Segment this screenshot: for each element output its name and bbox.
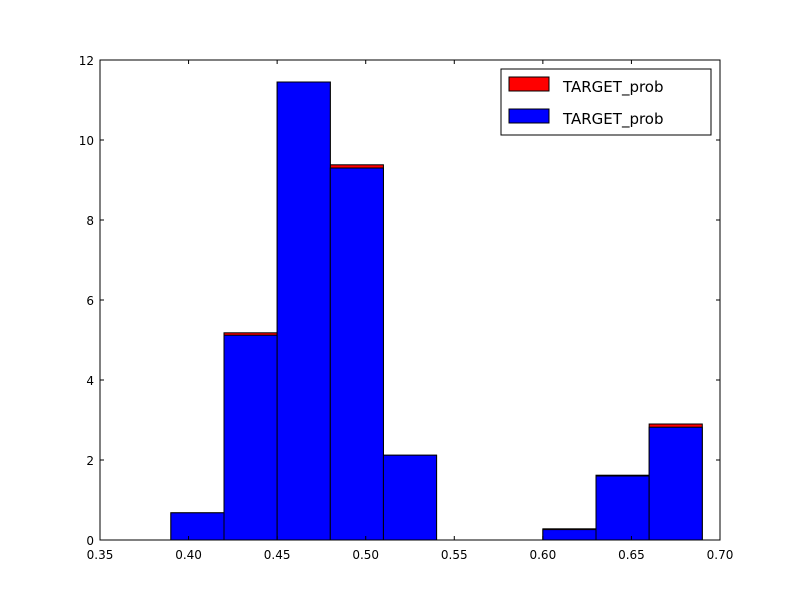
x-tick-label-3: 0.50 bbox=[352, 548, 379, 562]
bar-series-1-bin-2 bbox=[276, 81, 331, 541]
x-tick-label-1: 0.40 bbox=[175, 548, 202, 562]
y-tick-label-4: 8 bbox=[86, 214, 94, 228]
bar-series-1-bin-8 bbox=[595, 475, 650, 541]
y-tick-label-5: 10 bbox=[79, 134, 94, 148]
x-tick-label-7: 0.70 bbox=[707, 548, 734, 562]
y-tick-label-0: 0 bbox=[86, 534, 94, 548]
bar-series-1-bin-4 bbox=[382, 454, 438, 541]
bars-layer bbox=[170, 81, 703, 541]
legend-label-blue: TARGET_prob bbox=[562, 110, 664, 129]
bar-series-1-bin-9 bbox=[648, 426, 703, 541]
bar-series-1-bin-1 bbox=[223, 334, 278, 541]
y-tick-label-6: 12 bbox=[79, 54, 94, 68]
ticks-layer: 0.35 0.40 0.45 0.50 0.55 0.60 0.65 0.70 0 2 4 6 8 10 1… bbox=[79, 54, 734, 562]
x-tick-label-5: 0.60 bbox=[529, 548, 556, 562]
x-tick-label-4: 0.55 bbox=[441, 548, 468, 562]
bar-series-1-bin-0 bbox=[170, 512, 225, 541]
legend-label-red: TARGET_prob bbox=[562, 78, 664, 97]
y-tick-label-2: 4 bbox=[86, 374, 94, 388]
y-tick-label-3: 6 bbox=[86, 294, 94, 308]
bar-series-1-bin-3 bbox=[329, 167, 384, 541]
x-tick-label-2: 0.45 bbox=[264, 548, 291, 562]
y-tick-label-1: 2 bbox=[86, 454, 94, 468]
legend-swatch-red bbox=[508, 76, 550, 92]
legend-swatch-blue bbox=[508, 108, 550, 124]
x-tick-label-0: 0.35 bbox=[87, 548, 114, 562]
bar-series-1-bin-7 bbox=[542, 529, 597, 541]
legend: TARGET_prob TARGET_prob bbox=[500, 68, 712, 136]
x-tick-label-6: 0.65 bbox=[618, 548, 645, 562]
